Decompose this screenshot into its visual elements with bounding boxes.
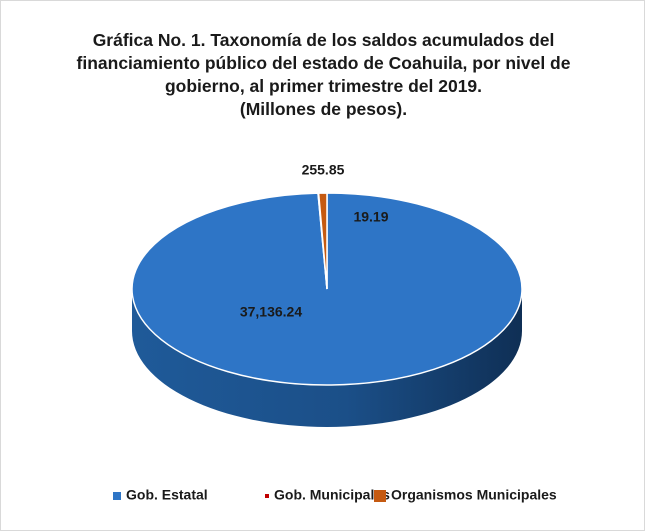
data-label: 19.19 xyxy=(353,209,388,225)
title-block: Gráfica No. 1. Taxonomía de los saldos a… xyxy=(61,29,586,121)
data-label: 37,136.24 xyxy=(240,304,302,320)
pie-side xyxy=(132,289,522,427)
legend-swatch xyxy=(265,494,269,498)
pie-slice xyxy=(317,192,328,290)
legend-label: Gob. Estatal xyxy=(126,487,208,503)
chart-title: Gráfica No. 1. Taxonomía de los saldos a… xyxy=(76,30,571,96)
legend-swatch xyxy=(113,492,121,500)
chart-subtitle: (Millones de pesos). xyxy=(239,99,408,119)
data-label: 255.85 xyxy=(302,162,345,178)
legend-label: Organismos Municipales xyxy=(391,487,557,503)
legend-label: Gob. Municipales xyxy=(274,487,390,503)
legend-swatch xyxy=(374,490,386,502)
